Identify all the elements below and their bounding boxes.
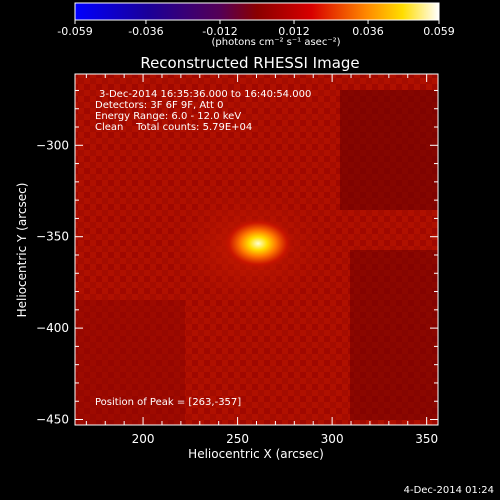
y-axis-label: Heliocentric Y (arcsec) xyxy=(15,182,29,318)
x-tick-label: 250 xyxy=(226,432,249,446)
colorbar-gradient xyxy=(74,2,440,21)
annotation-detectors: Detectors: 3F 6F 9F, Att 0 xyxy=(95,100,224,111)
y-tick-label: −300 xyxy=(36,138,69,152)
footer-timestamp: 4-Dec-2014 01:24 xyxy=(403,485,494,496)
colorbar-tick-label: -0.036 xyxy=(128,25,163,38)
colorbar-unit-label: (photons cm⁻² s⁻¹ asec⁻²) xyxy=(211,37,341,48)
colorbar-tick-label: -0.012 xyxy=(202,25,237,38)
annotation-time-range: 3-Dec-2014 16:35:36.000 to 16:40:54.000 xyxy=(99,89,312,100)
y-tick-label: −400 xyxy=(36,321,69,335)
x-tick-label: 200 xyxy=(132,432,155,446)
colorbar-tick-label: -0.059 xyxy=(57,25,92,38)
annotation-clean-counts: Clean Total counts: 5.79E+04 xyxy=(95,122,253,133)
y-tick-label: −450 xyxy=(36,413,69,427)
colorbar-tick-label: 0.012 xyxy=(278,25,310,38)
colorbar-tick-label: 0.059 xyxy=(423,25,455,38)
annotation-peak-position: Position of Peak = [263,-357] xyxy=(95,397,242,408)
chart-title: Reconstructed RHESSI Image xyxy=(140,54,360,72)
flare-source xyxy=(222,217,295,270)
x-tick-label: 350 xyxy=(415,432,438,446)
annotation-energy-range: Energy Range: 6.0 - 12.0 keV xyxy=(95,111,242,122)
colorbar: -0.059 -0.036 -0.012 0.012 0.036 0.059 xyxy=(57,2,455,38)
x-axis-label: Heliocentric X (arcsec) xyxy=(188,447,324,461)
rhessi-image xyxy=(75,74,438,425)
y-tick-label: −350 xyxy=(36,230,69,244)
colorbar-tick-label: 0.036 xyxy=(352,25,384,38)
x-tick-label: 300 xyxy=(321,432,344,446)
